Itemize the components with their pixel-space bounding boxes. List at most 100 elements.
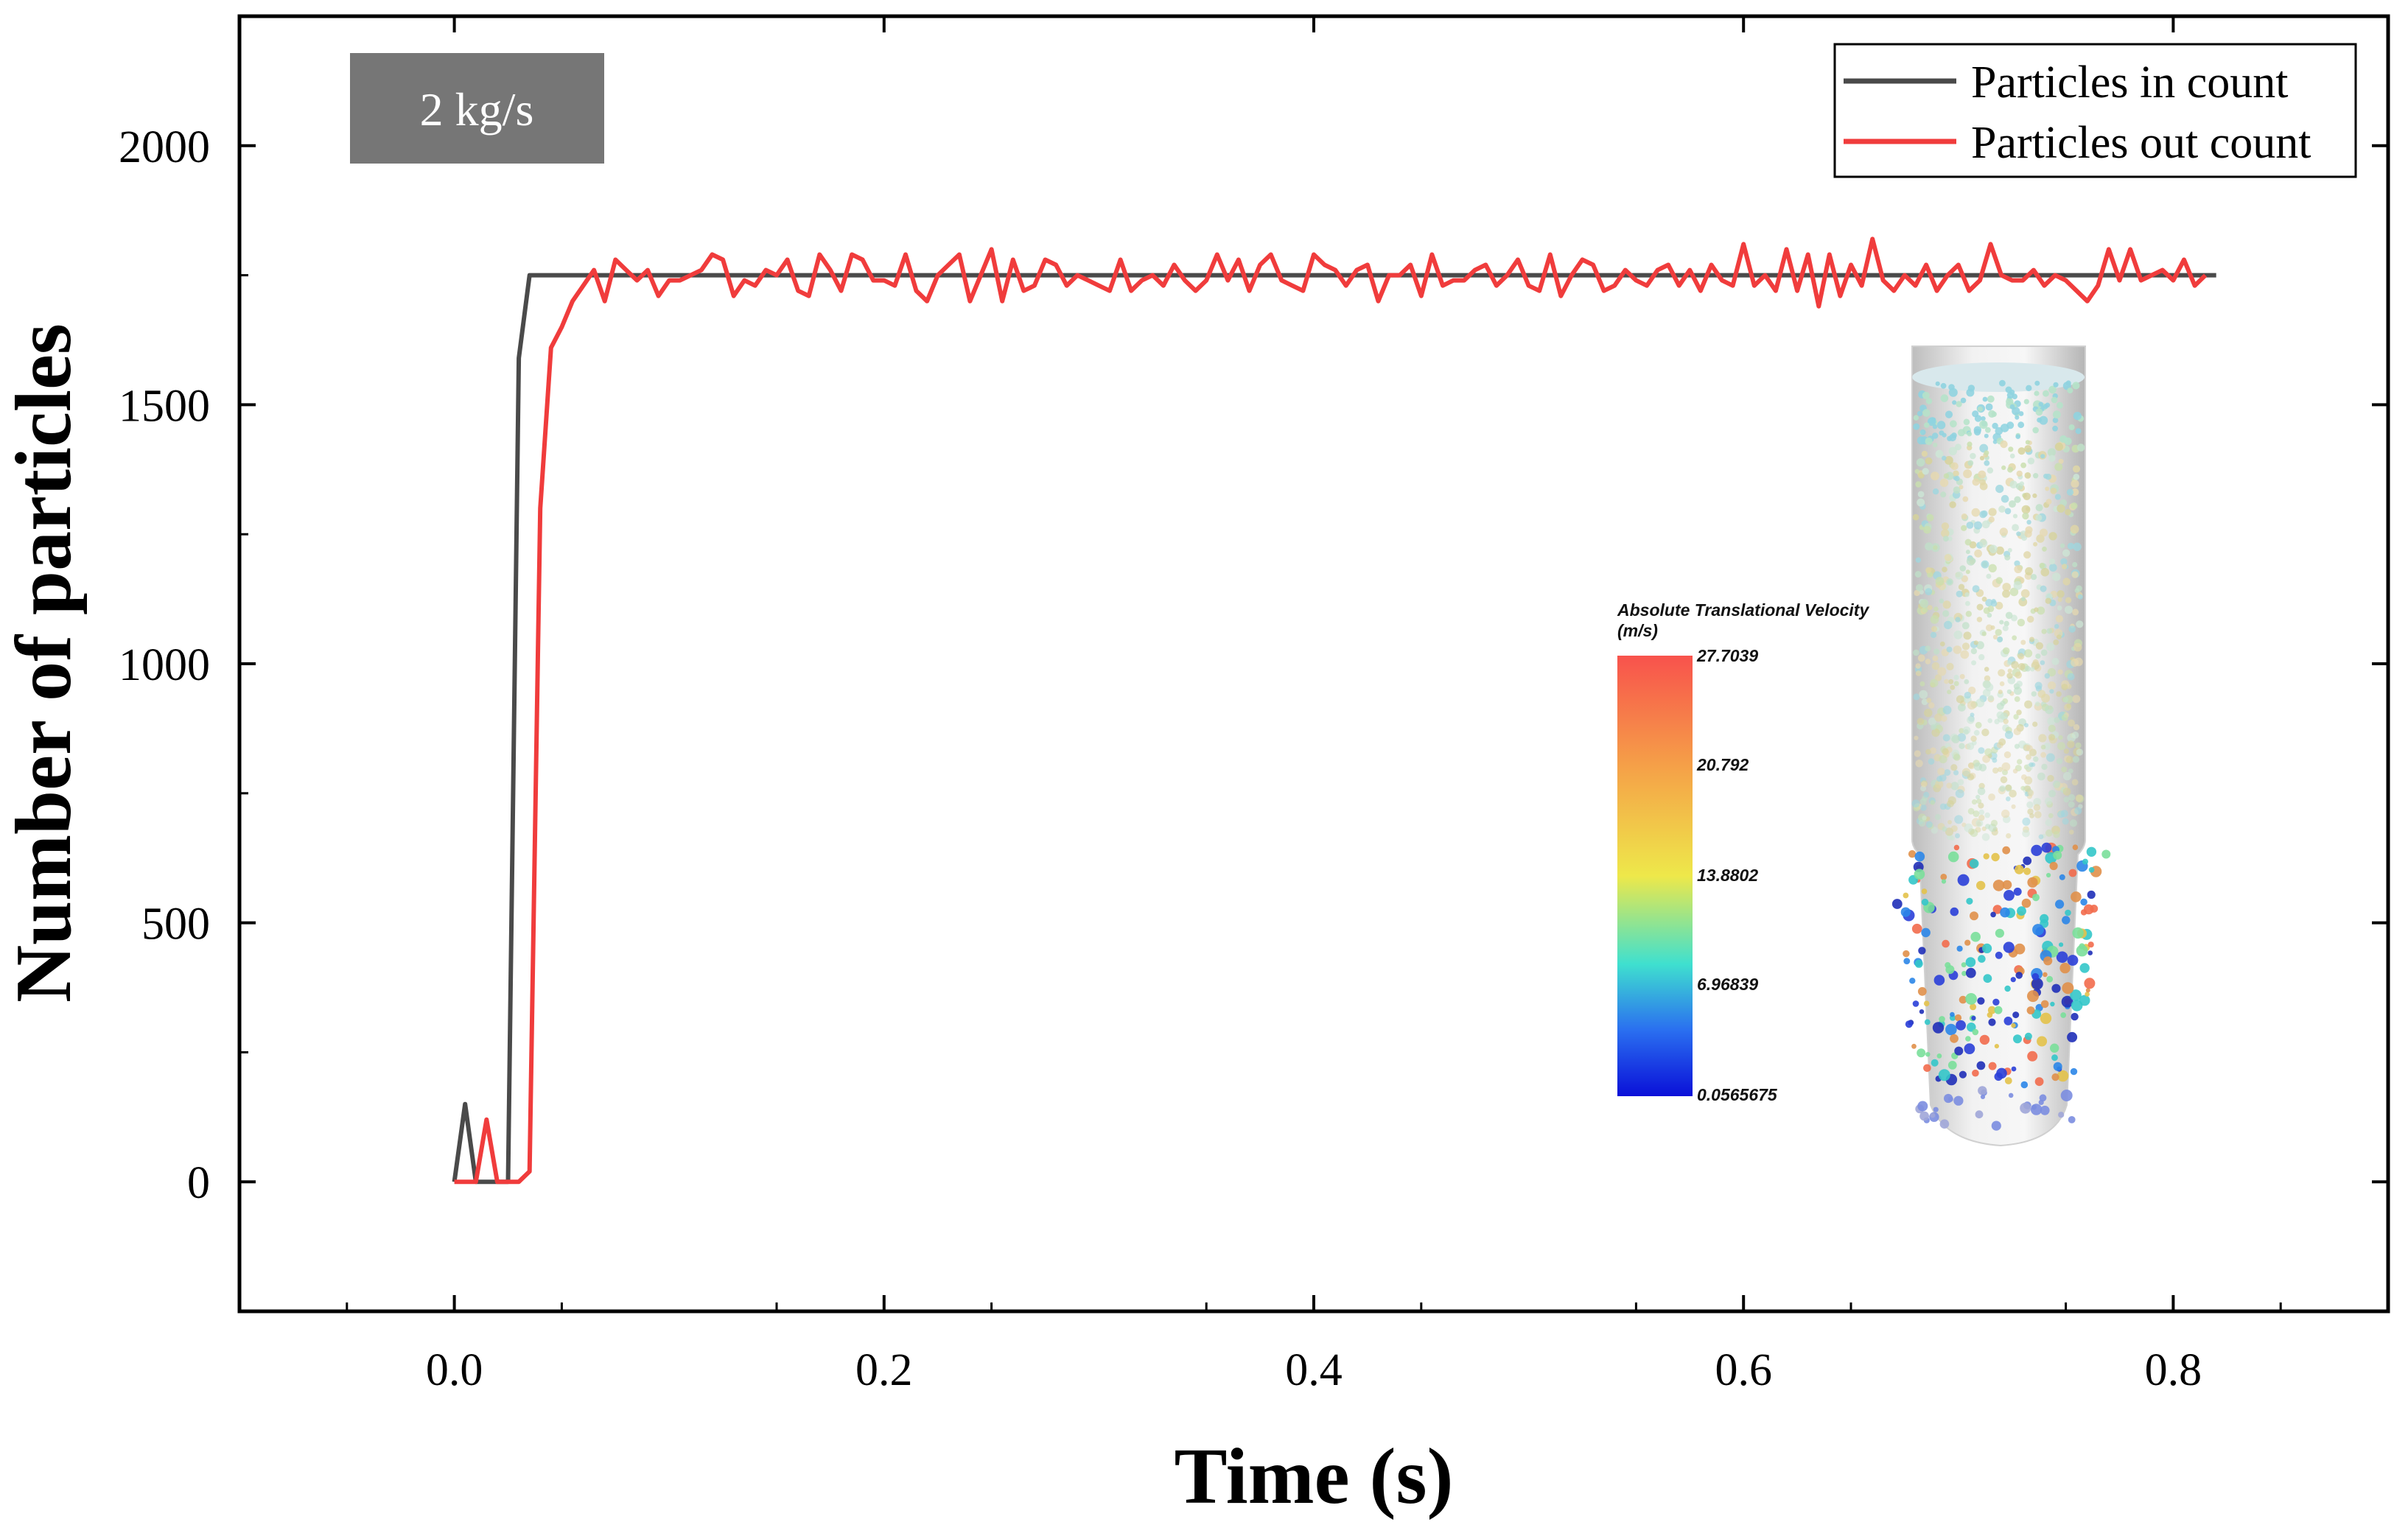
particle-dot: [1991, 1121, 2001, 1131]
particle-dot: [1944, 1093, 1953, 1104]
particle-dot: [2015, 434, 2020, 439]
particle-dot: [2071, 480, 2079, 488]
particle-dot: [1990, 600, 1998, 607]
particle-dot: [2016, 681, 2023, 687]
particle-dot: [2015, 972, 2023, 979]
particle-dot: [2015, 671, 2022, 679]
particle-dot: [1942, 939, 1950, 948]
particle-dot: [1959, 743, 1965, 749]
particle-dot: [1932, 655, 1939, 662]
particle-dot: [2016, 470, 2023, 477]
particle-dot: [2011, 614, 2017, 622]
particle-dot: [2079, 995, 2090, 1006]
particle-dot: [2025, 665, 2031, 672]
particle-dot: [1984, 433, 1989, 438]
particle-dot: [2034, 1077, 2044, 1087]
particle-dot: [2012, 524, 2020, 531]
particle-dot: [1954, 1046, 1964, 1056]
particle-dot: [1915, 760, 1923, 768]
particle-dot: [1940, 491, 1947, 498]
y-tick-label: 1500: [119, 381, 210, 431]
particle-dot: [1976, 880, 1986, 891]
particle-dot: [1954, 815, 1964, 824]
particle-dot: [1948, 678, 1954, 684]
particle-dot: [1975, 698, 1985, 708]
particle-dot: [1954, 1014, 1962, 1022]
particle-dot: [1917, 491, 1925, 498]
particle-dot: [1919, 429, 1926, 435]
particle-dot: [1976, 603, 1984, 611]
particle-dot: [2080, 898, 2087, 906]
particle-dot: [1978, 814, 1985, 821]
particle-dot: [2037, 606, 2045, 615]
particle-dot: [1930, 631, 1937, 639]
particle-dot: [1981, 826, 1987, 832]
particle-dot: [2050, 1001, 2055, 1007]
particle-dot: [1914, 469, 1919, 474]
particle-dot: [2061, 714, 2068, 721]
particle-dot: [2017, 421, 2025, 429]
particle-dot: [2034, 380, 2040, 386]
particle-dot: [1931, 724, 1936, 731]
particle-dot: [1950, 684, 1956, 690]
particle-dot: [2027, 990, 2039, 1003]
particle-dot: [1971, 1015, 1976, 1021]
particle-dot: [1964, 939, 1971, 946]
particle-dot: [1951, 734, 1960, 743]
particle-dot: [1928, 758, 1935, 765]
particle-dot: [2035, 514, 2043, 522]
particle-dot: [2039, 415, 2048, 425]
particle-dot: [1915, 557, 1922, 563]
particle-dot: [1935, 577, 1945, 586]
particle-dot: [2079, 963, 2090, 973]
particle-dot: [1975, 794, 1981, 799]
particle-dot: [2024, 472, 2031, 479]
particle-dot: [2026, 801, 2034, 809]
particle-dot: [2067, 673, 2075, 681]
particle-dot: [2035, 642, 2043, 650]
particle-dot: [1981, 833, 1990, 841]
particle-dot: [1995, 951, 2003, 959]
particle-dot: [1927, 605, 1933, 611]
particle-dot: [1918, 947, 1926, 955]
particle-dot: [2062, 564, 2068, 569]
particle-dot: [1965, 957, 1976, 967]
particle-dot: [1979, 1034, 1990, 1045]
particle-dot: [1913, 415, 1919, 421]
particle-dot: [1978, 747, 1985, 754]
particle-dot: [2072, 844, 2079, 850]
particle-dot: [1948, 446, 1957, 455]
legend-box: [1833, 43, 2357, 178]
particle-dot: [2065, 756, 2074, 764]
particle-dot: [1967, 742, 1975, 751]
particle-dot: [1917, 718, 1925, 726]
particle-dot: [1921, 698, 1928, 706]
particle-dot: [2037, 772, 2045, 781]
particle-dot: [2001, 712, 2008, 719]
particle-dot: [2067, 387, 2073, 394]
particle-dot: [1957, 779, 1964, 785]
particle-dot: [1955, 617, 1961, 623]
particle-dot: [1949, 501, 1956, 508]
particle-dot: [2048, 564, 2057, 572]
particle-dot: [2021, 505, 2031, 514]
particle-dot: [2049, 861, 2058, 871]
particle-dot: [2068, 801, 2075, 808]
particle-dot: [1952, 400, 1957, 405]
particle-dot: [2017, 618, 2026, 627]
particle-dot: [2076, 944, 2088, 957]
particle-dot: [1927, 417, 1936, 427]
particle-dot: [1925, 659, 1931, 664]
particle-dot: [2009, 453, 2015, 459]
particle-dot: [1964, 592, 1970, 597]
particle-dot: [1939, 1119, 1950, 1129]
particle-dot: [2005, 784, 2012, 791]
particle-dot: [1914, 571, 1922, 578]
particle-dot: [2017, 447, 2026, 455]
particle-dot: [2052, 425, 2059, 432]
particle-dot: [1967, 460, 1974, 466]
y-tick-label: 0: [187, 1158, 210, 1208]
particle-dot: [1917, 471, 1925, 479]
particle-dot: [1970, 452, 1976, 460]
particle-dot: [2040, 1105, 2050, 1115]
